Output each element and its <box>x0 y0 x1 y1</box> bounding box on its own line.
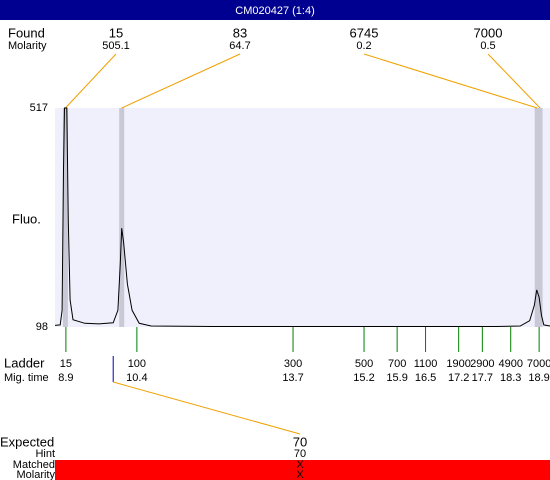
peak-connector <box>363 53 538 109</box>
ladder-time: 17.2 <box>448 372 469 384</box>
molarity-label: Molarity <box>16 469 55 480</box>
expected-connector <box>113 381 301 435</box>
peak-band <box>119 108 125 327</box>
ladder-time: 18.9 <box>528 372 549 384</box>
peak-connector <box>121 53 241 109</box>
ladder-time: 15.9 <box>386 372 407 384</box>
found-molarity: 0.2 <box>356 40 371 52</box>
matched-label: Matched <box>13 459 55 471</box>
found-sublabel: Molarity <box>8 40 47 52</box>
ladder-size: 100 <box>128 358 146 370</box>
found-molarity: 0.5 <box>480 40 495 52</box>
ladder-size: 700 <box>388 358 406 370</box>
found-size: 6745 <box>350 25 379 40</box>
plot-area <box>55 108 550 327</box>
found-molarity: 505.1 <box>102 40 130 52</box>
ladder-label: Ladder <box>4 355 45 370</box>
y-label: Fluo. <box>12 211 41 226</box>
found-molarity: 64.7 <box>229 40 250 52</box>
found-label: Found <box>8 25 45 40</box>
y-tick-label: 517 <box>30 102 48 114</box>
expected-label: Expected <box>0 434 54 449</box>
title-bar <box>0 0 550 20</box>
ladder-size: 2900 <box>470 358 494 370</box>
hint-value: 70 <box>294 448 306 460</box>
ladder-time: 18.3 <box>500 372 521 384</box>
molarity-value: X <box>296 469 304 480</box>
found-size: 7000 <box>474 25 503 40</box>
trace <box>54 107 550 327</box>
matched-value: X <box>296 459 304 471</box>
ladder-size: 1900 <box>446 358 470 370</box>
peak-connector <box>487 53 541 109</box>
peak-band <box>537 108 543 327</box>
peak-band <box>534 108 540 327</box>
peak-band <box>62 108 68 327</box>
ladder-time: 13.7 <box>282 372 303 384</box>
ladder-size: 15 <box>60 358 72 370</box>
title: CM020427 (1:4) <box>235 5 315 17</box>
peak-connector <box>65 53 117 109</box>
ladder-time: 16.5 <box>415 372 436 384</box>
found-size: 15 <box>109 25 123 40</box>
ladder-time: 17.7 <box>472 372 493 384</box>
y-tick-label: 98 <box>36 321 48 333</box>
ladder-size: 4900 <box>498 358 522 370</box>
match-bar <box>55 460 550 480</box>
ladder-size: 300 <box>284 358 302 370</box>
ladder-size: 7000 <box>527 358 550 370</box>
ladder-sublabel: Mig. time <box>4 372 49 384</box>
found-size: 83 <box>233 25 247 40</box>
hint-label: Hint <box>35 448 55 460</box>
ladder-time: 15.2 <box>353 372 374 384</box>
expected-value: 70 <box>293 434 307 449</box>
ladder-time: 10.4 <box>126 372 147 384</box>
ladder-size: 1100 <box>414 358 438 370</box>
ladder-size: 500 <box>355 358 373 370</box>
ladder-time: 8.9 <box>58 372 73 384</box>
